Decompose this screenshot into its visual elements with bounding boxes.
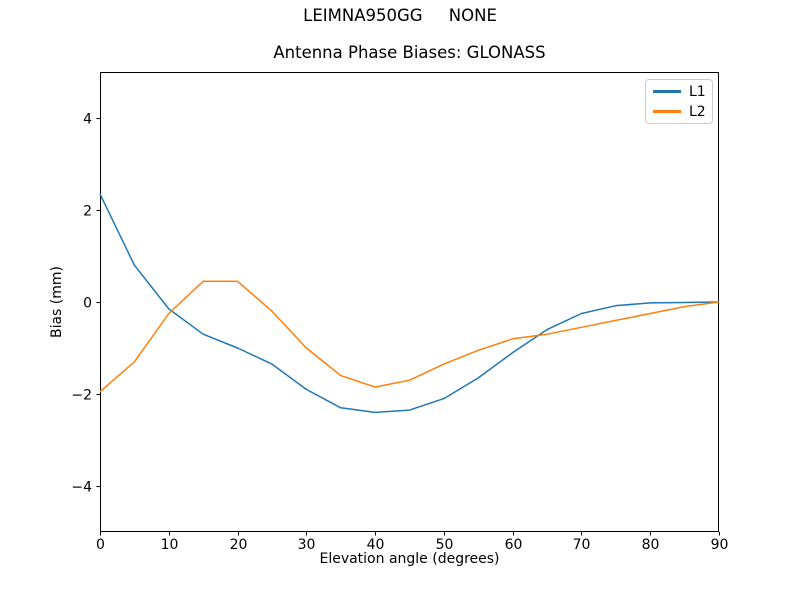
x-tick-label-60: 60 [505,537,523,553]
x-tick-label-30: 30 [298,537,316,553]
l1-line-swatch [653,90,681,93]
x-tick-label-40: 40 [367,537,385,553]
x-axis-label: Elevation angle (degrees) [319,551,500,567]
x-tick-label-50: 50 [436,537,454,553]
y-tick-label-0: 0 [83,296,92,312]
x-tick-label-0: 0 [96,537,105,553]
l2-series-line [99,280,720,393]
figure-suptitle: LEIMNA950GG NONE [303,6,497,25]
legend-label-l1: L1 [689,83,706,100]
axes-title: Antenna Phase Biases: GLONASS [273,43,546,62]
x-tick-label-70: 70 [573,537,591,553]
l2-line-swatch [653,110,681,113]
l1-series-line [99,193,720,414]
legend-item-l1: L1 [653,85,712,99]
y-axis-label: Bias (mm) [49,265,65,339]
legend-label-l2: L2 [689,103,706,120]
axes-frame [100,72,719,532]
x-tick-label-20: 20 [230,537,248,553]
y-tick-label-2: 2 [83,204,92,220]
y-tick-label--4: −4 [71,480,92,496]
x-tick-label-10: 10 [161,537,179,553]
x-tick-label-90: 90 [711,537,729,553]
y-tick-label-4: 4 [83,112,92,128]
x-tick-label-80: 80 [642,537,660,553]
y-tick-label--2: −2 [71,388,92,404]
legend: L1 L2 [645,79,713,124]
legend-item-l2: L2 [653,105,712,119]
